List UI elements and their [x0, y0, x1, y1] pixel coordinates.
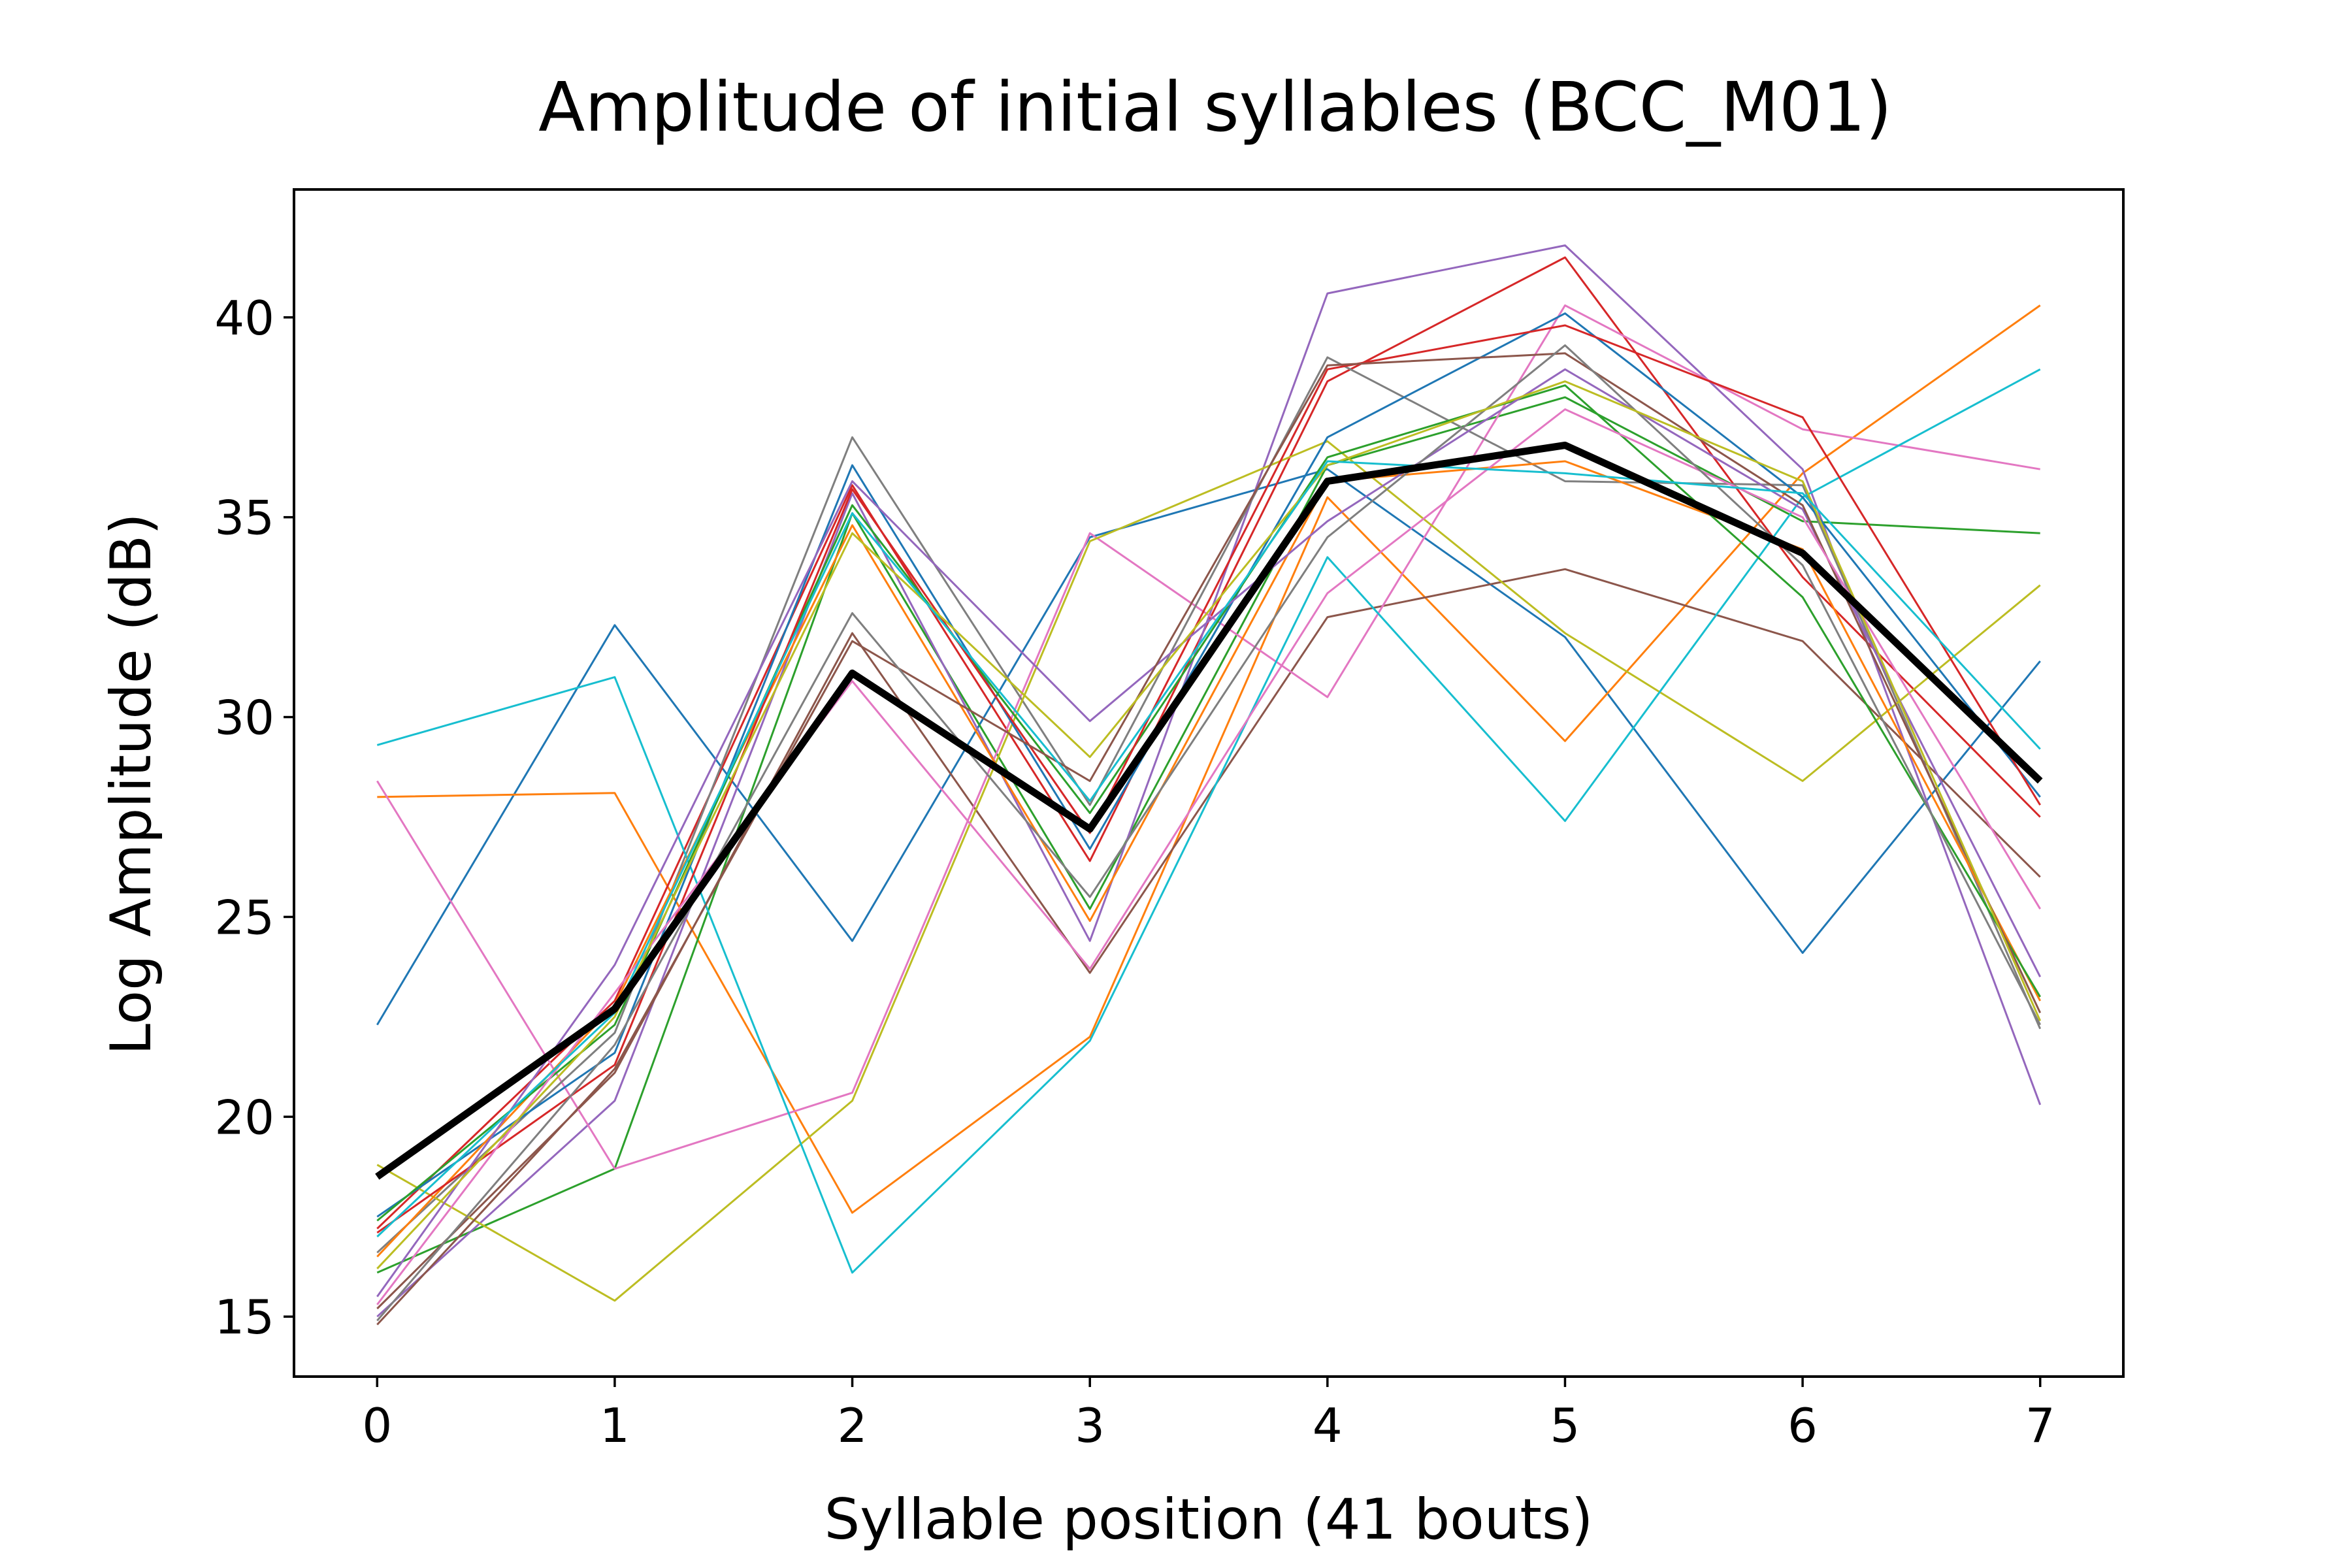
series-line-20: [376, 460, 2041, 1237]
x-tick-label: 0: [362, 1398, 392, 1453]
series-line-2: [377, 304, 2041, 1214]
series-line-9: [376, 440, 2041, 1302]
x-axis: 0 1 2 3 4 5 6 7: [362, 1377, 2055, 1453]
y-axis: 15 20 25 30 35 40: [214, 291, 294, 1345]
mean-series-line: [375, 442, 2043, 1180]
x-tick-label: 3: [1075, 1398, 1105, 1453]
y-tick-label: 20: [214, 1090, 274, 1145]
series-line-16: [376, 352, 2042, 1326]
series-line-8: [376, 356, 2042, 1254]
x-tick-label: 7: [2025, 1398, 2055, 1453]
series-line-10: [376, 368, 2041, 1274]
x-tick-label: 1: [600, 1398, 630, 1453]
series-line-1: [376, 468, 2041, 1026]
series-line-19: [376, 380, 2042, 1269]
x-tick-label: 5: [1550, 1398, 1580, 1453]
chart-title: Amplitude of initial syllables (BCC_M01): [538, 67, 1892, 147]
x-tick-label: 4: [1313, 1398, 1343, 1453]
x-tick-label: 6: [1788, 1398, 1818, 1453]
y-tick-label: 25: [214, 890, 274, 945]
y-tick-label: 30: [214, 691, 274, 745]
y-tick-label: 35: [214, 491, 274, 546]
series-line-7: [376, 304, 2040, 1170]
series-line-15: [376, 368, 2042, 1298]
y-tick-label: 15: [214, 1290, 274, 1345]
mean-layer: [375, 442, 2043, 1180]
y-tick-label: 40: [214, 291, 274, 346]
series-line-18: [376, 344, 2042, 1322]
y-axis-label: Log Amplitude (dB): [99, 513, 164, 1055]
series-line-14: [376, 324, 2041, 1234]
series-line-17: [376, 408, 2041, 1305]
plot-frame: [293, 188, 2125, 1378]
x-tick-label: 2: [838, 1398, 868, 1453]
x-axis-label: Syllable position (41 bouts): [825, 1487, 1593, 1552]
series-line-3: [376, 396, 2040, 1274]
